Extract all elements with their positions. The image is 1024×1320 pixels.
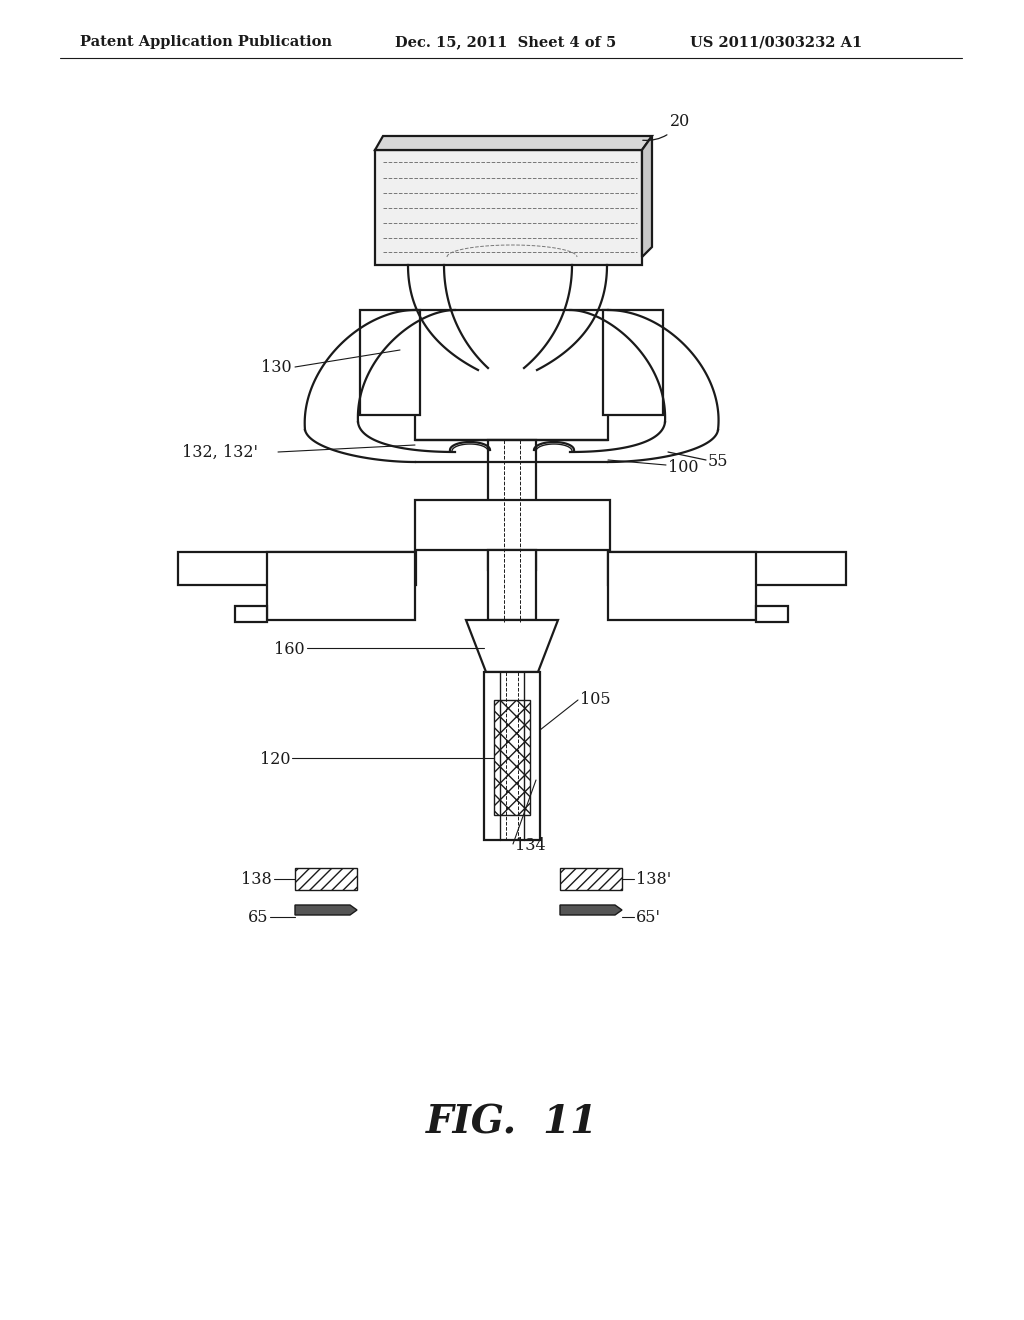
Text: 55: 55 (708, 454, 728, 470)
Polygon shape (642, 136, 652, 257)
Text: 20: 20 (643, 114, 690, 140)
Polygon shape (375, 136, 652, 150)
Text: FIG.  11: FIG. 11 (426, 1104, 598, 1140)
Text: 132, 132': 132, 132' (182, 444, 258, 461)
Polygon shape (466, 620, 558, 672)
Polygon shape (560, 906, 622, 915)
Bar (603, 310, 663, 414)
Text: 160: 160 (274, 642, 305, 659)
Bar (608, 552, 846, 585)
Bar (608, 552, 756, 620)
Text: 65': 65' (636, 908, 662, 925)
Bar (494, 700, 530, 814)
Text: 120: 120 (259, 751, 290, 768)
Text: 65: 65 (248, 908, 268, 925)
Bar (488, 550, 536, 620)
Bar (560, 869, 622, 890)
Text: Dec. 15, 2011  Sheet 4 of 5: Dec. 15, 2011 Sheet 4 of 5 (395, 36, 616, 49)
Bar (267, 552, 415, 620)
Bar (488, 440, 536, 570)
Bar (415, 310, 608, 440)
Polygon shape (295, 906, 357, 915)
Bar (295, 869, 357, 890)
Text: 138: 138 (242, 870, 272, 887)
Text: 134: 134 (515, 837, 546, 854)
Bar (178, 552, 416, 585)
Text: US 2011/0303232 A1: US 2011/0303232 A1 (690, 36, 862, 49)
Bar (484, 672, 540, 840)
Text: Patent Application Publication: Patent Application Publication (80, 36, 332, 49)
Text: 105: 105 (580, 692, 610, 709)
Bar (756, 606, 788, 622)
Bar (234, 606, 267, 622)
Polygon shape (375, 150, 642, 265)
Text: 100: 100 (668, 459, 698, 477)
Bar (415, 500, 610, 550)
Bar (360, 310, 420, 414)
Text: 130: 130 (261, 359, 292, 375)
Text: 138': 138' (636, 870, 672, 887)
